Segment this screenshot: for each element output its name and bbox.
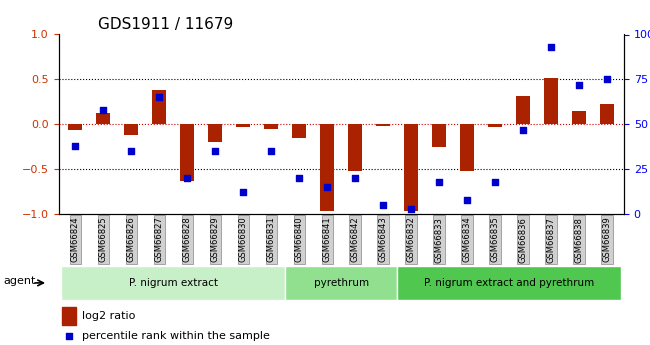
Text: P. nigrum extract and pyrethrum: P. nigrum extract and pyrethrum bbox=[424, 278, 594, 288]
Point bbox=[70, 143, 81, 148]
Bar bbox=[236, 124, 250, 127]
Point bbox=[434, 179, 445, 184]
Text: pyrethrum: pyrethrum bbox=[314, 278, 369, 288]
Bar bbox=[516, 96, 530, 124]
FancyBboxPatch shape bbox=[61, 266, 285, 300]
FancyBboxPatch shape bbox=[397, 266, 621, 300]
Point bbox=[64, 333, 74, 339]
Text: agent: agent bbox=[3, 276, 35, 286]
Bar bbox=[432, 124, 447, 147]
Bar bbox=[152, 90, 166, 124]
Point bbox=[406, 206, 417, 211]
Point bbox=[378, 202, 389, 208]
Bar bbox=[180, 124, 194, 181]
Point bbox=[574, 82, 584, 88]
Point bbox=[182, 175, 192, 181]
Point bbox=[126, 148, 136, 154]
FancyBboxPatch shape bbox=[285, 266, 397, 300]
Point bbox=[518, 127, 528, 132]
Text: percentile rank within the sample: percentile rank within the sample bbox=[82, 331, 270, 341]
Point bbox=[350, 175, 361, 181]
Bar bbox=[265, 124, 278, 129]
Point bbox=[154, 95, 164, 100]
Point bbox=[238, 190, 248, 195]
Bar bbox=[572, 111, 586, 124]
Point bbox=[602, 77, 612, 82]
Bar bbox=[600, 105, 614, 124]
Bar bbox=[348, 124, 362, 171]
Text: GDS1911 / 11679: GDS1911 / 11679 bbox=[98, 17, 233, 32]
Point bbox=[266, 148, 276, 154]
Point bbox=[490, 179, 501, 184]
Bar bbox=[208, 124, 222, 142]
Point bbox=[210, 148, 220, 154]
Bar bbox=[292, 124, 306, 138]
Bar bbox=[62, 307, 77, 325]
Bar bbox=[320, 124, 334, 211]
Point bbox=[322, 184, 332, 190]
Bar bbox=[124, 124, 138, 135]
Bar bbox=[376, 124, 390, 126]
Bar bbox=[68, 124, 83, 130]
Text: P. nigrum extract: P. nigrum extract bbox=[129, 278, 218, 288]
Point bbox=[546, 44, 556, 50]
Bar bbox=[96, 112, 110, 124]
Bar bbox=[404, 124, 418, 211]
Point bbox=[462, 197, 473, 202]
Bar bbox=[544, 78, 558, 124]
Bar bbox=[488, 124, 502, 127]
Bar bbox=[460, 124, 474, 171]
Point bbox=[294, 175, 304, 181]
Point bbox=[98, 107, 109, 112]
Text: log2 ratio: log2 ratio bbox=[82, 311, 136, 321]
